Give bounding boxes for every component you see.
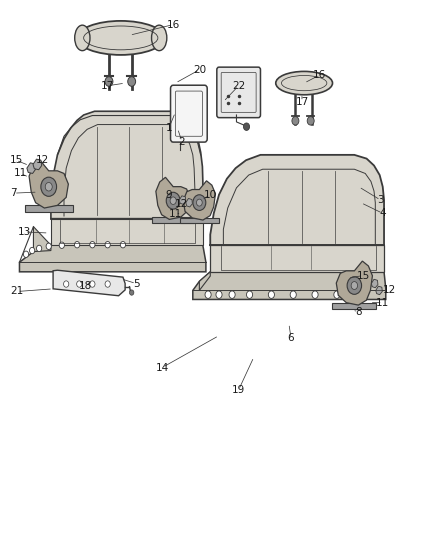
Polygon shape xyxy=(210,155,384,245)
Circle shape xyxy=(90,241,95,248)
Ellipse shape xyxy=(152,25,167,51)
Text: 11: 11 xyxy=(14,168,27,179)
Circle shape xyxy=(90,281,95,287)
Circle shape xyxy=(197,199,202,206)
Circle shape xyxy=(170,197,176,205)
Polygon shape xyxy=(186,198,192,207)
FancyBboxPatch shape xyxy=(217,67,261,118)
Circle shape xyxy=(193,195,206,211)
Text: 7: 7 xyxy=(11,188,17,198)
Text: 14: 14 xyxy=(155,362,169,373)
Text: 12: 12 xyxy=(175,199,188,209)
Polygon shape xyxy=(29,160,68,208)
Polygon shape xyxy=(27,163,35,173)
Polygon shape xyxy=(51,219,203,245)
Polygon shape xyxy=(180,218,219,223)
Text: 21: 21 xyxy=(11,286,24,296)
Ellipse shape xyxy=(77,21,164,55)
Text: 11: 11 xyxy=(376,297,389,308)
Circle shape xyxy=(268,291,275,298)
Circle shape xyxy=(120,241,126,248)
Circle shape xyxy=(36,245,42,252)
Ellipse shape xyxy=(75,25,90,51)
Text: 15: 15 xyxy=(9,155,23,165)
Polygon shape xyxy=(53,270,125,296)
Polygon shape xyxy=(152,217,194,223)
Text: 16: 16 xyxy=(166,20,180,30)
Circle shape xyxy=(229,291,235,298)
Polygon shape xyxy=(51,111,203,219)
Circle shape xyxy=(205,291,211,298)
Circle shape xyxy=(41,177,57,196)
Polygon shape xyxy=(33,227,51,252)
Circle shape xyxy=(292,117,299,125)
Text: 3: 3 xyxy=(377,195,384,205)
Circle shape xyxy=(334,291,340,298)
Circle shape xyxy=(290,291,296,298)
Text: 19: 19 xyxy=(232,385,245,395)
Text: 1: 1 xyxy=(166,123,172,133)
Polygon shape xyxy=(183,181,215,220)
Polygon shape xyxy=(210,245,384,272)
Text: 16: 16 xyxy=(313,70,326,80)
Circle shape xyxy=(23,251,28,257)
Polygon shape xyxy=(371,279,378,288)
Text: 5: 5 xyxy=(133,279,139,288)
Circle shape xyxy=(77,281,82,287)
Polygon shape xyxy=(332,303,376,309)
Text: 9: 9 xyxy=(166,190,172,200)
Circle shape xyxy=(247,291,253,298)
Polygon shape xyxy=(179,196,186,204)
Ellipse shape xyxy=(276,71,332,95)
Circle shape xyxy=(312,291,318,298)
Circle shape xyxy=(105,241,110,248)
Circle shape xyxy=(166,192,180,209)
Circle shape xyxy=(64,281,69,287)
Text: 12: 12 xyxy=(383,286,396,295)
Circle shape xyxy=(356,291,362,298)
Text: 20: 20 xyxy=(193,65,206,75)
Text: 13: 13 xyxy=(18,227,32,237)
Text: 4: 4 xyxy=(379,208,386,219)
Text: 18: 18 xyxy=(79,281,92,291)
Polygon shape xyxy=(193,272,386,300)
Circle shape xyxy=(347,277,362,294)
Polygon shape xyxy=(33,159,42,169)
Text: 15: 15 xyxy=(357,271,370,280)
Text: 2: 2 xyxy=(179,136,185,147)
Circle shape xyxy=(46,243,51,249)
Text: 10: 10 xyxy=(204,190,217,200)
Text: 12: 12 xyxy=(35,155,49,165)
Circle shape xyxy=(59,242,64,248)
Text: 8: 8 xyxy=(355,306,362,317)
Circle shape xyxy=(105,77,113,86)
Circle shape xyxy=(130,290,134,295)
Circle shape xyxy=(128,77,136,86)
Circle shape xyxy=(105,281,110,287)
Circle shape xyxy=(74,241,80,248)
Polygon shape xyxy=(199,272,210,290)
Circle shape xyxy=(351,281,357,289)
Circle shape xyxy=(307,117,314,125)
FancyBboxPatch shape xyxy=(170,85,207,142)
Circle shape xyxy=(45,182,52,191)
Text: 17: 17 xyxy=(101,81,114,91)
Text: 11: 11 xyxy=(169,209,182,220)
Text: 22: 22 xyxy=(232,81,245,91)
Text: 6: 6 xyxy=(288,333,294,343)
Circle shape xyxy=(216,291,222,298)
Text: 17: 17 xyxy=(295,96,309,107)
Polygon shape xyxy=(25,205,73,212)
Circle shape xyxy=(244,123,250,131)
Polygon shape xyxy=(336,261,372,305)
Polygon shape xyxy=(376,286,382,295)
Polygon shape xyxy=(156,177,191,220)
Circle shape xyxy=(29,247,35,254)
Polygon shape xyxy=(19,245,206,272)
